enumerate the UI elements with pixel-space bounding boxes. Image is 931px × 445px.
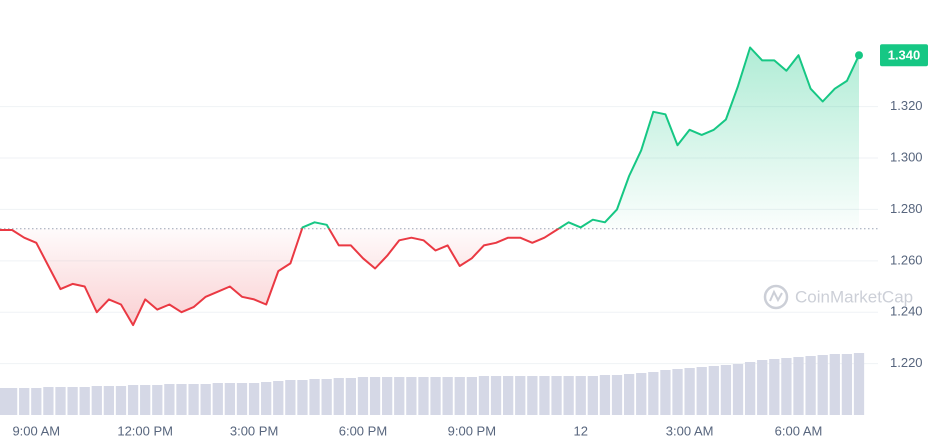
x-tick-label: 9:00 AM: [12, 423, 60, 438]
volume-bar: [176, 384, 187, 415]
watermark-text: CoinMarketCap: [795, 287, 913, 306]
volume-bar: [0, 388, 11, 415]
volume-bar: [696, 367, 707, 415]
x-tick-label: 12: [573, 423, 587, 438]
price-badge-label: 1.340: [888, 48, 921, 63]
volume-bar: [817, 355, 828, 415]
volume-bar: [660, 370, 671, 415]
volume-bar: [79, 387, 90, 415]
volume-bar: [793, 357, 804, 415]
volume-bar: [273, 381, 284, 415]
y-tick-label: 1.320: [890, 98, 923, 113]
volume-bar: [527, 376, 538, 415]
volume-bar: [261, 382, 272, 415]
volume-bar: [31, 388, 42, 415]
volume-bar: [829, 354, 840, 415]
volume-bar: [744, 362, 756, 415]
last-point: [855, 51, 863, 60]
volume-bar: [684, 368, 695, 415]
volume-bar: [563, 376, 574, 415]
volume-bar: [333, 378, 344, 415]
volume-bar: [636, 373, 647, 415]
volume-bar: [708, 366, 719, 415]
x-tick-label: 9:00 PM: [448, 423, 496, 438]
x-tick-label: 3:00 AM: [666, 423, 714, 438]
volume-bar: [345, 378, 357, 415]
volume-bar: [236, 383, 248, 415]
volume-bar: [248, 383, 260, 415]
volume-bar: [406, 377, 417, 415]
volume-bar: [515, 376, 526, 415]
volume-bar: [841, 354, 853, 415]
volume-bar: [539, 376, 550, 415]
volume-bar: [672, 369, 683, 415]
x-tick-label: 6:00 PM: [339, 423, 387, 438]
volume-bar: [853, 353, 865, 415]
volume-bar: [623, 374, 635, 415]
volume-bar: [502, 376, 514, 415]
volume-bar: [394, 377, 405, 415]
price-badge: [880, 44, 928, 67]
x-tick-label: 12:00 PM: [117, 423, 173, 438]
y-tick-label: 1.300: [890, 149, 923, 164]
volume-bar: [369, 377, 381, 415]
volume-bar: [720, 365, 732, 415]
volume-bar: [212, 383, 223, 415]
volume-bar: [164, 384, 175, 415]
y-tick-label: 1.260: [890, 252, 923, 267]
volume-bar: [587, 376, 598, 415]
volume-bar: [152, 385, 163, 415]
volume-bar: [551, 376, 562, 415]
volume-bar: [91, 386, 102, 415]
volume-bar: [769, 359, 780, 415]
volume-bar: [418, 377, 429, 415]
volume-bar: [454, 377, 465, 415]
volume-bar: [140, 385, 151, 415]
volume-bar: [781, 358, 792, 415]
volume-bar: [55, 387, 66, 415]
volume-bar: [285, 380, 296, 415]
y-tick-label: 1.280: [890, 201, 923, 216]
volume-bar: [321, 379, 332, 415]
volume-bar: [442, 377, 453, 415]
volume-bar: [297, 380, 308, 415]
volume-bar: [611, 375, 623, 415]
x-tick-label: 3:00 PM: [230, 423, 278, 438]
volume-bar: [757, 360, 768, 415]
volume-bar: [430, 377, 441, 415]
volume-bar: [224, 383, 236, 415]
volume-bar: [490, 376, 502, 415]
volume-bar: [382, 377, 393, 415]
volume-bar: [575, 376, 586, 415]
volume-bar: [67, 387, 78, 415]
price-line: [0, 46, 860, 327]
volume-bar: [115, 386, 127, 415]
volume-bar: [309, 379, 320, 415]
volume-bar: [805, 356, 816, 415]
volume-bar: [599, 375, 611, 415]
y-tick-label: 1.240: [890, 304, 923, 319]
volume-bar: [6, 388, 18, 415]
volume-bar: [19, 388, 30, 415]
volume-bar: [732, 364, 744, 415]
volume-bar: [43, 387, 54, 415]
watermark: CoinMarketCap: [763, 284, 913, 310]
volume-bar: [103, 386, 115, 415]
volume-bar: [648, 372, 659, 415]
volume-bar: [478, 376, 490, 415]
y-tick-label: 1.220: [890, 355, 923, 370]
volume-bar: [466, 377, 477, 415]
volume-bar: [127, 385, 139, 415]
volume-bar: [188, 384, 199, 415]
price-area: [0, 47, 859, 326]
volume-bar: [200, 384, 211, 415]
volume-bar: [357, 377, 369, 415]
x-tick-label: 6:00 AM: [775, 423, 823, 438]
